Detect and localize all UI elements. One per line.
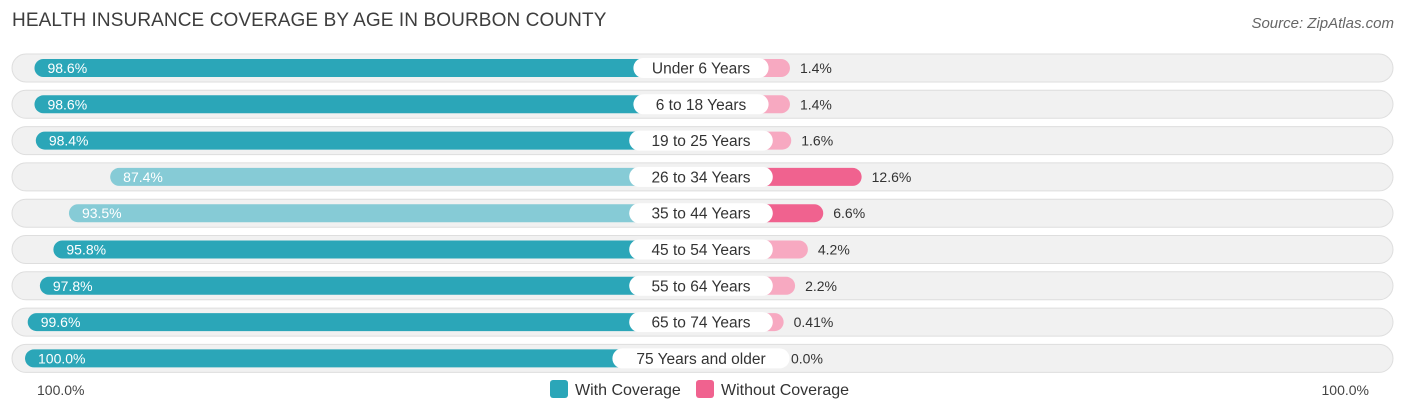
category-label-bg bbox=[633, 58, 769, 78]
with-coverage-value: 100.0% bbox=[38, 350, 85, 366]
with-coverage-value: 87.4% bbox=[123, 169, 163, 185]
category-label: Under 6 Years bbox=[652, 61, 750, 78]
with-coverage-bar bbox=[35, 131, 702, 150]
category-label-bg bbox=[629, 239, 773, 260]
without-coverage-value: 0.41% bbox=[794, 314, 834, 330]
without-coverage-value: 0.0% bbox=[791, 350, 823, 366]
with-coverage-value: 98.6% bbox=[47, 96, 87, 112]
legend-with-coverage: With Coverage bbox=[575, 382, 681, 399]
chart-title: HEALTH INSURANCE COVERAGE BY AGE IN BOUR… bbox=[12, 10, 607, 31]
category-label: 26 to 34 Years bbox=[651, 169, 750, 186]
category-label-bg bbox=[612, 348, 790, 369]
legend-swatch-without-coverage bbox=[696, 380, 714, 398]
without-coverage-value: 2.2% bbox=[805, 278, 837, 294]
with-coverage-bar bbox=[34, 59, 702, 77]
without-coverage-value: 12.6% bbox=[872, 169, 912, 185]
with-coverage-bar bbox=[110, 167, 701, 186]
category-label-bg bbox=[629, 312, 773, 333]
with-coverage-bar bbox=[25, 349, 701, 368]
category-label: 75 Years and older bbox=[636, 351, 765, 368]
without-coverage-value: 1.4% bbox=[800, 60, 832, 76]
legend-swatch-with-coverage bbox=[550, 380, 568, 398]
axis-right-label: 100.0% bbox=[1322, 382, 1369, 398]
category-label-bg bbox=[629, 203, 773, 224]
with-coverage-value: 98.6% bbox=[47, 60, 87, 76]
category-label: 45 to 54 Years bbox=[651, 242, 750, 259]
with-coverage-bar bbox=[34, 95, 702, 114]
with-coverage-bar bbox=[68, 204, 701, 223]
legend-without-coverage: Without Coverage bbox=[721, 382, 849, 399]
category-label: 55 to 64 Years bbox=[651, 278, 750, 295]
with-coverage-value: 93.5% bbox=[82, 205, 122, 221]
without-coverage-value: 1.6% bbox=[801, 133, 833, 149]
with-coverage-value: 98.4% bbox=[49, 133, 89, 149]
with-coverage-value: 99.6% bbox=[41, 314, 81, 330]
category-label-bg bbox=[629, 275, 773, 296]
source-credit: Source: ZipAtlas.com bbox=[1251, 15, 1394, 32]
with-coverage-bar bbox=[53, 240, 702, 259]
category-label-bg bbox=[629, 166, 773, 187]
without-coverage-value: 4.2% bbox=[818, 242, 850, 258]
axis-left-label: 100.0% bbox=[37, 382, 84, 398]
with-coverage-value: 97.8% bbox=[53, 278, 93, 294]
category-label: 65 to 74 Years bbox=[651, 315, 750, 332]
without-coverage-value: 6.6% bbox=[833, 205, 865, 221]
category-label-bg bbox=[633, 94, 769, 115]
without-coverage-value: 1.4% bbox=[800, 96, 832, 112]
category-label: 6 to 18 Years bbox=[656, 97, 747, 114]
category-label-bg bbox=[629, 130, 773, 151]
with-coverage-bar bbox=[27, 313, 702, 332]
category-label: 35 to 44 Years bbox=[651, 206, 750, 223]
category-label: 19 to 25 Years bbox=[651, 133, 750, 150]
with-coverage-value: 95.8% bbox=[66, 242, 106, 258]
with-coverage-bar bbox=[39, 276, 701, 295]
